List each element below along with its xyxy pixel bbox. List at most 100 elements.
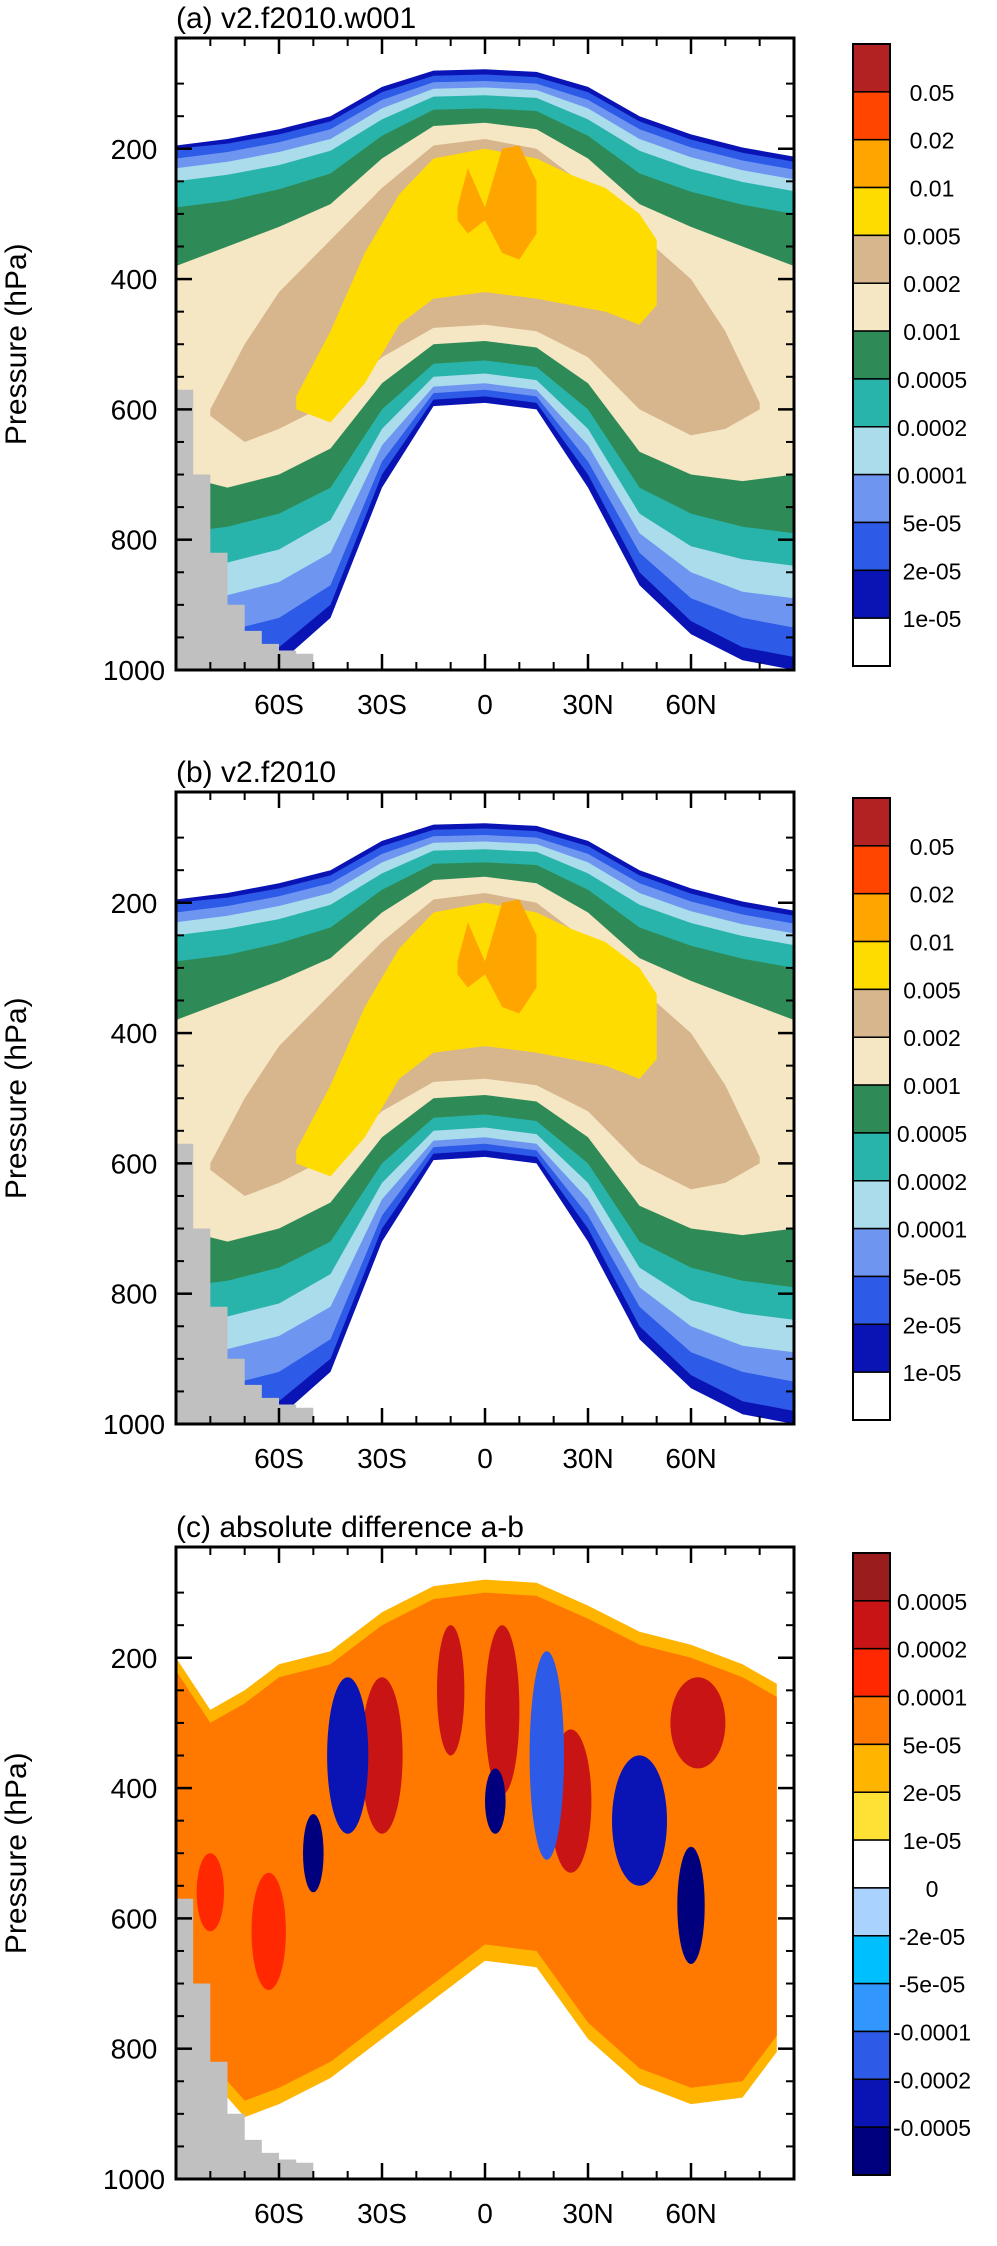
colorbar-label: 0.02 — [910, 882, 955, 908]
colorbar-swatch — [852, 1695, 891, 1746]
x-tick-label: 30S — [357, 1443, 407, 1474]
colorbar-swatch — [852, 1227, 891, 1278]
y-tick-label: 800 — [111, 525, 158, 556]
colorbar-label: 0.05 — [910, 80, 955, 106]
colorbar-label: 0.002 — [903, 271, 961, 297]
plot-area — [176, 823, 794, 1424]
y-tick-label: 800 — [111, 1279, 158, 1310]
anomaly-positive-4 — [670, 1677, 726, 1769]
x-tick-label: 30N — [562, 2198, 613, 2229]
anomaly-negative-11 — [327, 1677, 369, 1834]
terrain-mask — [176, 389, 314, 670]
terrain-mask — [176, 1143, 314, 1424]
colorbar-label: -0.0005 — [893, 2115, 971, 2141]
x-tick-label: 60N — [665, 1443, 716, 1474]
colorbar-swatch — [852, 91, 891, 141]
colorbar-swatch — [852, 1935, 891, 1985]
anomaly-negative-7 — [303, 1814, 324, 1893]
y-tick-label: 400 — [111, 264, 158, 295]
colorbar-swatch — [852, 1323, 891, 1373]
colorbar-swatch — [852, 43, 891, 93]
colorbar: 0.05 0.02 0.01 0.005 0.002 0.001 0.0005 0.0002 0… — [852, 43, 967, 667]
colorbar-label: 1e-05 — [903, 606, 962, 632]
colorbar-label: 0.02 — [910, 128, 955, 154]
colorbar-label: 0.0005 — [897, 367, 967, 393]
y-tick-label: 400 — [111, 1018, 158, 1049]
colorbar-label: 5e-05 — [903, 1264, 962, 1290]
colorbar-frame — [852, 797, 891, 1421]
anomaly-negative-12 — [529, 1651, 564, 1860]
colorbar-swatch — [852, 1791, 891, 1841]
panel-title: (a) v2.f2010.w001 — [176, 2, 416, 35]
colorbar-label: 0.0001 — [897, 1217, 967, 1243]
x-tick-label: 60N — [665, 2198, 716, 2229]
colorbar-label: 0.002 — [903, 1025, 961, 1051]
y-tick-label: 600 — [111, 1903, 158, 1934]
y-tick-label: 200 — [111, 1643, 158, 1674]
panel-0: (a) v2.f2010.w001 Pressure (hPa) 200 400 600… — [0, 2, 967, 720]
colorbar-swatch — [852, 569, 891, 619]
y-tick-label: 200 — [111, 888, 158, 919]
colorbar-swatch — [852, 473, 891, 524]
plot-area — [176, 1579, 777, 2179]
colorbar-label: 0.001 — [903, 319, 961, 345]
colorbar-swatch — [852, 1036, 891, 1086]
colorbar-swatch — [852, 330, 891, 380]
colorbar-swatch — [852, 940, 891, 991]
contour-band-0.005 — [296, 148, 657, 423]
anomaly-positive-1 — [437, 1625, 465, 1756]
contour-band-envelope — [176, 1592, 777, 2101]
colorbar-label: 5e-05 — [903, 510, 962, 536]
anomaly-positive-6 — [196, 1853, 224, 1932]
anomaly-positive-2 — [485, 1625, 520, 1795]
y-axis-label: Pressure (hPa) — [0, 997, 33, 1199]
colorbar-swatch — [852, 2030, 891, 2081]
colorbar-label: 0.0002 — [897, 1637, 967, 1663]
y-tick-label: 200 — [111, 134, 158, 165]
colorbar-swatch — [852, 1180, 891, 1230]
colorbar-label: 2e-05 — [903, 558, 962, 584]
x-tick-label: 30S — [357, 2198, 407, 2229]
colorbar-swatch — [852, 1982, 891, 2033]
colorbar-swatch — [852, 617, 891, 667]
colorbar-swatch — [852, 1600, 891, 1650]
colorbar-swatch — [852, 797, 891, 847]
colorbar: 0.0005 0.0002 0.0001 5e-05 2e-05 1e-05 0 -2e-05… — [852, 1552, 971, 2176]
colorbar-swatch — [852, 1743, 891, 1793]
colorbar-swatch — [852, 1275, 891, 1326]
colorbar-label: 0.0005 — [897, 1589, 967, 1615]
x-tick-label: 30N — [562, 1443, 613, 1474]
anomaly-negative-9 — [485, 1768, 506, 1834]
anomaly-negative-10 — [612, 1755, 667, 1886]
colorbar-swatch — [852, 138, 891, 189]
colorbar-label: 0.0002 — [897, 1169, 967, 1195]
y-tick-label: 1000 — [103, 655, 165, 686]
colorbar-swatch — [852, 426, 891, 476]
y-tick-label: 1000 — [103, 1409, 165, 1440]
colorbar-label: 0.05 — [910, 834, 955, 860]
y-axis-label: Pressure (hPa) — [0, 243, 33, 445]
colorbar-swatch — [852, 1084, 891, 1134]
x-tick-label: 0 — [477, 1443, 493, 1474]
colorbar-label: 0.005 — [903, 977, 961, 1003]
colorbar-label: -0.0002 — [893, 2067, 971, 2093]
contour-band-0.005 — [296, 902, 657, 1177]
colorbar-frame — [852, 43, 891, 667]
panel-2: (c) absolute difference a-b Pressure (hPa… — [0, 1511, 971, 2229]
panel-title: (c) absolute difference a-b — [176, 1511, 524, 1544]
terrain-mask — [176, 1898, 314, 2179]
colorbar-label: 0.0002 — [897, 415, 967, 441]
y-tick-label: 600 — [111, 394, 158, 425]
colorbar-swatch — [852, 282, 891, 332]
panel-1: (b) v2.f2010 Pressure (hPa) 200 400 600 800 10… — [0, 756, 967, 1474]
y-axis-label: Pressure (hPa) — [0, 1752, 33, 1954]
colorbar-label: 0.01 — [910, 176, 955, 202]
x-tick-label: 30N — [562, 689, 613, 720]
colorbar-swatch — [852, 1647, 891, 1698]
colorbar-swatch — [852, 845, 891, 895]
colorbar-label: 5e-05 — [903, 1732, 962, 1758]
plot-area — [176, 69, 794, 670]
anomaly-negative-8 — [677, 1846, 705, 1964]
anomaly-positive-5 — [251, 1872, 286, 1990]
colorbar-label: -5e-05 — [899, 1972, 965, 1998]
